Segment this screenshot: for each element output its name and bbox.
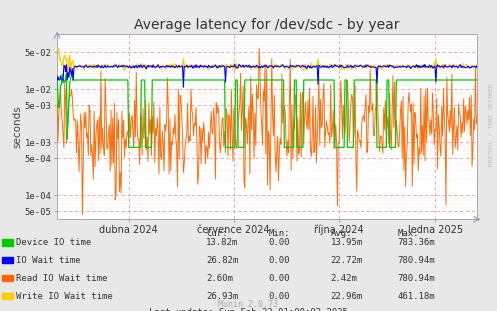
Text: Munin 2.0.73: Munin 2.0.73 (219, 299, 278, 309)
Text: 26.93m: 26.93m (206, 292, 239, 300)
Text: 13.82m: 13.82m (206, 239, 239, 247)
Text: 461.18m: 461.18m (398, 292, 435, 300)
Text: Max:: Max: (398, 229, 419, 238)
Title: Average latency for /dev/sdc - by year: Average latency for /dev/sdc - by year (134, 18, 400, 32)
Text: 22.96m: 22.96m (331, 292, 363, 300)
Y-axis label: seconds: seconds (12, 105, 22, 148)
Text: Last update: Sun Feb 23 01:00:02 2025: Last update: Sun Feb 23 01:00:02 2025 (149, 308, 348, 311)
Text: 0.00: 0.00 (268, 292, 290, 300)
Text: Avg:: Avg: (331, 229, 352, 238)
Text: 26.82m: 26.82m (206, 256, 239, 265)
Text: Min:: Min: (268, 229, 290, 238)
Text: 2.60m: 2.60m (206, 274, 233, 283)
Text: IO Wait time: IO Wait time (16, 256, 81, 265)
Text: 0.00: 0.00 (268, 274, 290, 283)
Text: 0.00: 0.00 (268, 256, 290, 265)
Text: Device IO time: Device IO time (16, 239, 91, 247)
Text: 783.36m: 783.36m (398, 239, 435, 247)
Text: Cur:: Cur: (206, 229, 228, 238)
Text: Read IO Wait time: Read IO Wait time (16, 274, 108, 283)
Text: 0.00: 0.00 (268, 239, 290, 247)
Text: 780.94m: 780.94m (398, 256, 435, 265)
Text: 13.95m: 13.95m (331, 239, 363, 247)
Text: 2.42m: 2.42m (331, 274, 357, 283)
Text: 22.72m: 22.72m (331, 256, 363, 265)
Text: 780.94m: 780.94m (398, 274, 435, 283)
Text: Write IO Wait time: Write IO Wait time (16, 292, 113, 300)
Text: RRDTOOL / TOBI OETIKER: RRDTOOL / TOBI OETIKER (489, 83, 494, 166)
